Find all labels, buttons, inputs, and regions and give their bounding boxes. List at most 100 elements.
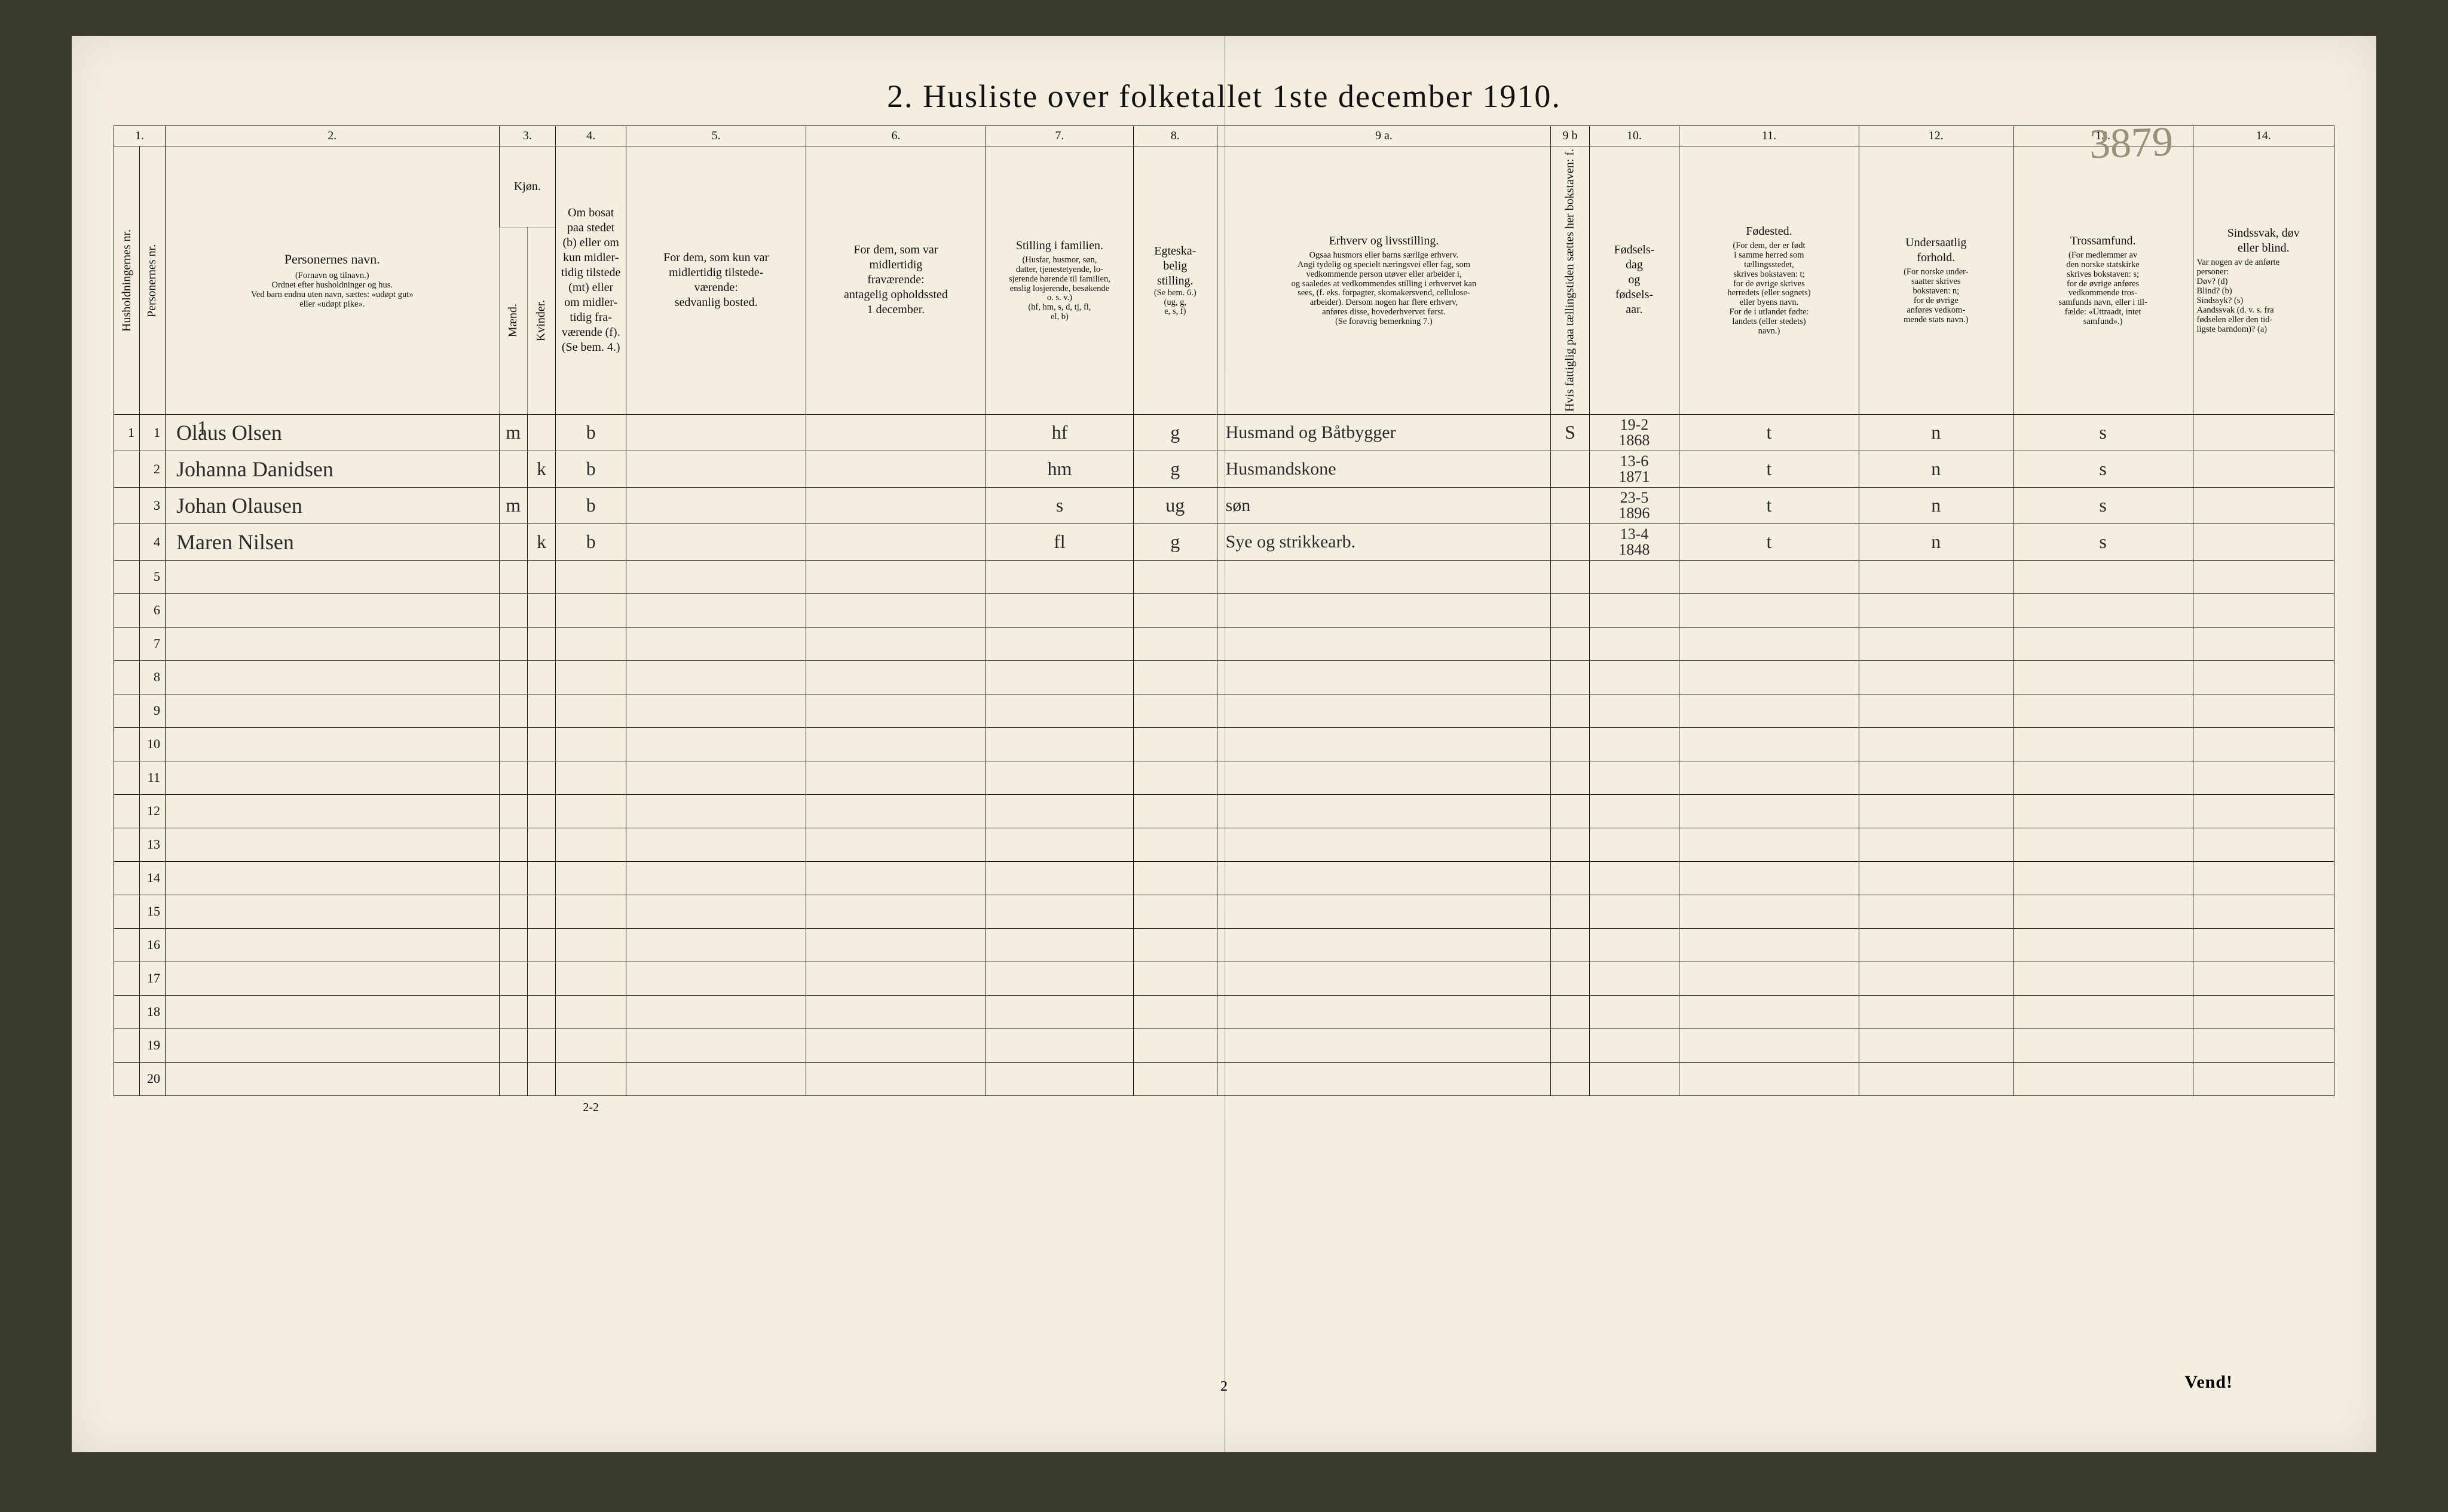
cell: 8	[139, 660, 165, 694]
colnum-4: 4.	[556, 126, 626, 146]
cell	[806, 761, 986, 794]
cell	[2013, 1029, 2193, 1062]
colnum-5: 5.	[626, 126, 806, 146]
cell	[1217, 962, 1551, 995]
cell	[114, 694, 140, 727]
cell	[1551, 487, 1589, 524]
cell	[2013, 727, 2193, 761]
cell	[114, 761, 140, 794]
hdr-midlertidig-tilstede: For dem, som kun var midlertidig tilsted…	[626, 146, 806, 415]
cell: k	[527, 524, 555, 560]
cell: 20	[139, 1062, 165, 1095]
cell: m	[499, 487, 527, 524]
cell	[1679, 627, 1859, 660]
cell	[1859, 560, 2013, 593]
cell	[2013, 660, 2193, 694]
cell	[1679, 727, 1859, 761]
cell	[499, 962, 527, 995]
hdr-stilling-familien: Stilling i familien. (Husfar, husmor, sø…	[986, 146, 1133, 415]
cell	[499, 1029, 527, 1062]
cell-name	[165, 995, 499, 1029]
cell	[626, 694, 806, 727]
cell	[1589, 895, 1679, 928]
cell	[1859, 828, 2013, 861]
cell	[1133, 694, 1217, 727]
cell	[556, 895, 626, 928]
cell	[986, 727, 1133, 761]
cell	[1217, 861, 1551, 895]
cell	[499, 895, 527, 928]
cell	[1217, 828, 1551, 861]
cell	[1859, 995, 2013, 1029]
cell	[626, 761, 806, 794]
cell: b	[556, 414, 626, 451]
cell	[499, 828, 527, 861]
cell	[806, 962, 986, 995]
cell	[114, 928, 140, 962]
cell	[986, 593, 1133, 627]
cell	[499, 727, 527, 761]
cell	[1551, 560, 1589, 593]
cell	[114, 962, 140, 995]
cell	[499, 861, 527, 895]
cell-name: Olaus Olsen	[165, 414, 499, 451]
cell: Husmand og Båtbygger	[1217, 414, 1551, 451]
cell	[1589, 962, 1679, 995]
penciled-number: 3879	[2089, 118, 2174, 169]
cell	[527, 995, 555, 1029]
cell	[114, 995, 140, 1029]
cell	[1551, 593, 1589, 627]
cell	[2013, 861, 2193, 895]
cell	[114, 524, 140, 560]
cell	[1589, 660, 1679, 694]
tally-cell: 2-2	[556, 1095, 626, 1119]
cell	[806, 727, 986, 761]
hdr-stilling-sub: (Husfar, husmor, søn, datter, tjenestety…	[990, 256, 1130, 323]
cell	[2013, 962, 2193, 995]
cell-name	[165, 627, 499, 660]
cell	[986, 627, 1133, 660]
hdr-egteskab-title: Egteska- belig stilling.	[1137, 244, 1213, 289]
cell-name: Johan Olausen	[165, 487, 499, 524]
cell	[1133, 627, 1217, 660]
hdr-undersaatlig: Undersaatlig forhold. (For norske under-…	[1859, 146, 2013, 415]
cell	[2193, 451, 2334, 487]
cell	[2193, 962, 2334, 995]
cell	[1551, 895, 1589, 928]
colnum-11: 11.	[1679, 126, 1859, 146]
cell	[1859, 861, 2013, 895]
cell: 18	[139, 995, 165, 1029]
cell	[1859, 761, 2013, 794]
cell	[986, 828, 1133, 861]
cell	[806, 794, 986, 828]
cell: 23-5 1896	[1589, 487, 1679, 524]
hdr-trossamfund-sub: (For medlemmer av den norske statskirke …	[2017, 251, 2189, 328]
cell	[114, 660, 140, 694]
cell-name: Johanna Danidsen	[165, 451, 499, 487]
cell	[2013, 560, 2193, 593]
cell	[114, 487, 140, 524]
cell: Sye og strikkearb.	[1217, 524, 1551, 560]
cell	[1217, 660, 1551, 694]
cell	[527, 1029, 555, 1062]
cell	[1133, 560, 1217, 593]
cell	[1679, 694, 1859, 727]
cell	[556, 727, 626, 761]
cell	[1589, 560, 1679, 593]
cell	[1133, 962, 1217, 995]
cell	[2193, 560, 2334, 593]
cell	[626, 895, 806, 928]
cell	[1133, 895, 1217, 928]
cell	[114, 627, 140, 660]
cell	[1217, 694, 1551, 727]
cell	[1859, 1029, 2013, 1062]
cell	[806, 593, 986, 627]
cell: Husmandskone	[1217, 451, 1551, 487]
colnum-2: 2.	[165, 126, 499, 146]
cell	[556, 1062, 626, 1095]
cell: t	[1679, 451, 1859, 487]
colnum-6: 6.	[806, 126, 986, 146]
cell	[986, 694, 1133, 727]
cell	[1589, 928, 1679, 962]
cell-name: Maren Nilsen	[165, 524, 499, 560]
